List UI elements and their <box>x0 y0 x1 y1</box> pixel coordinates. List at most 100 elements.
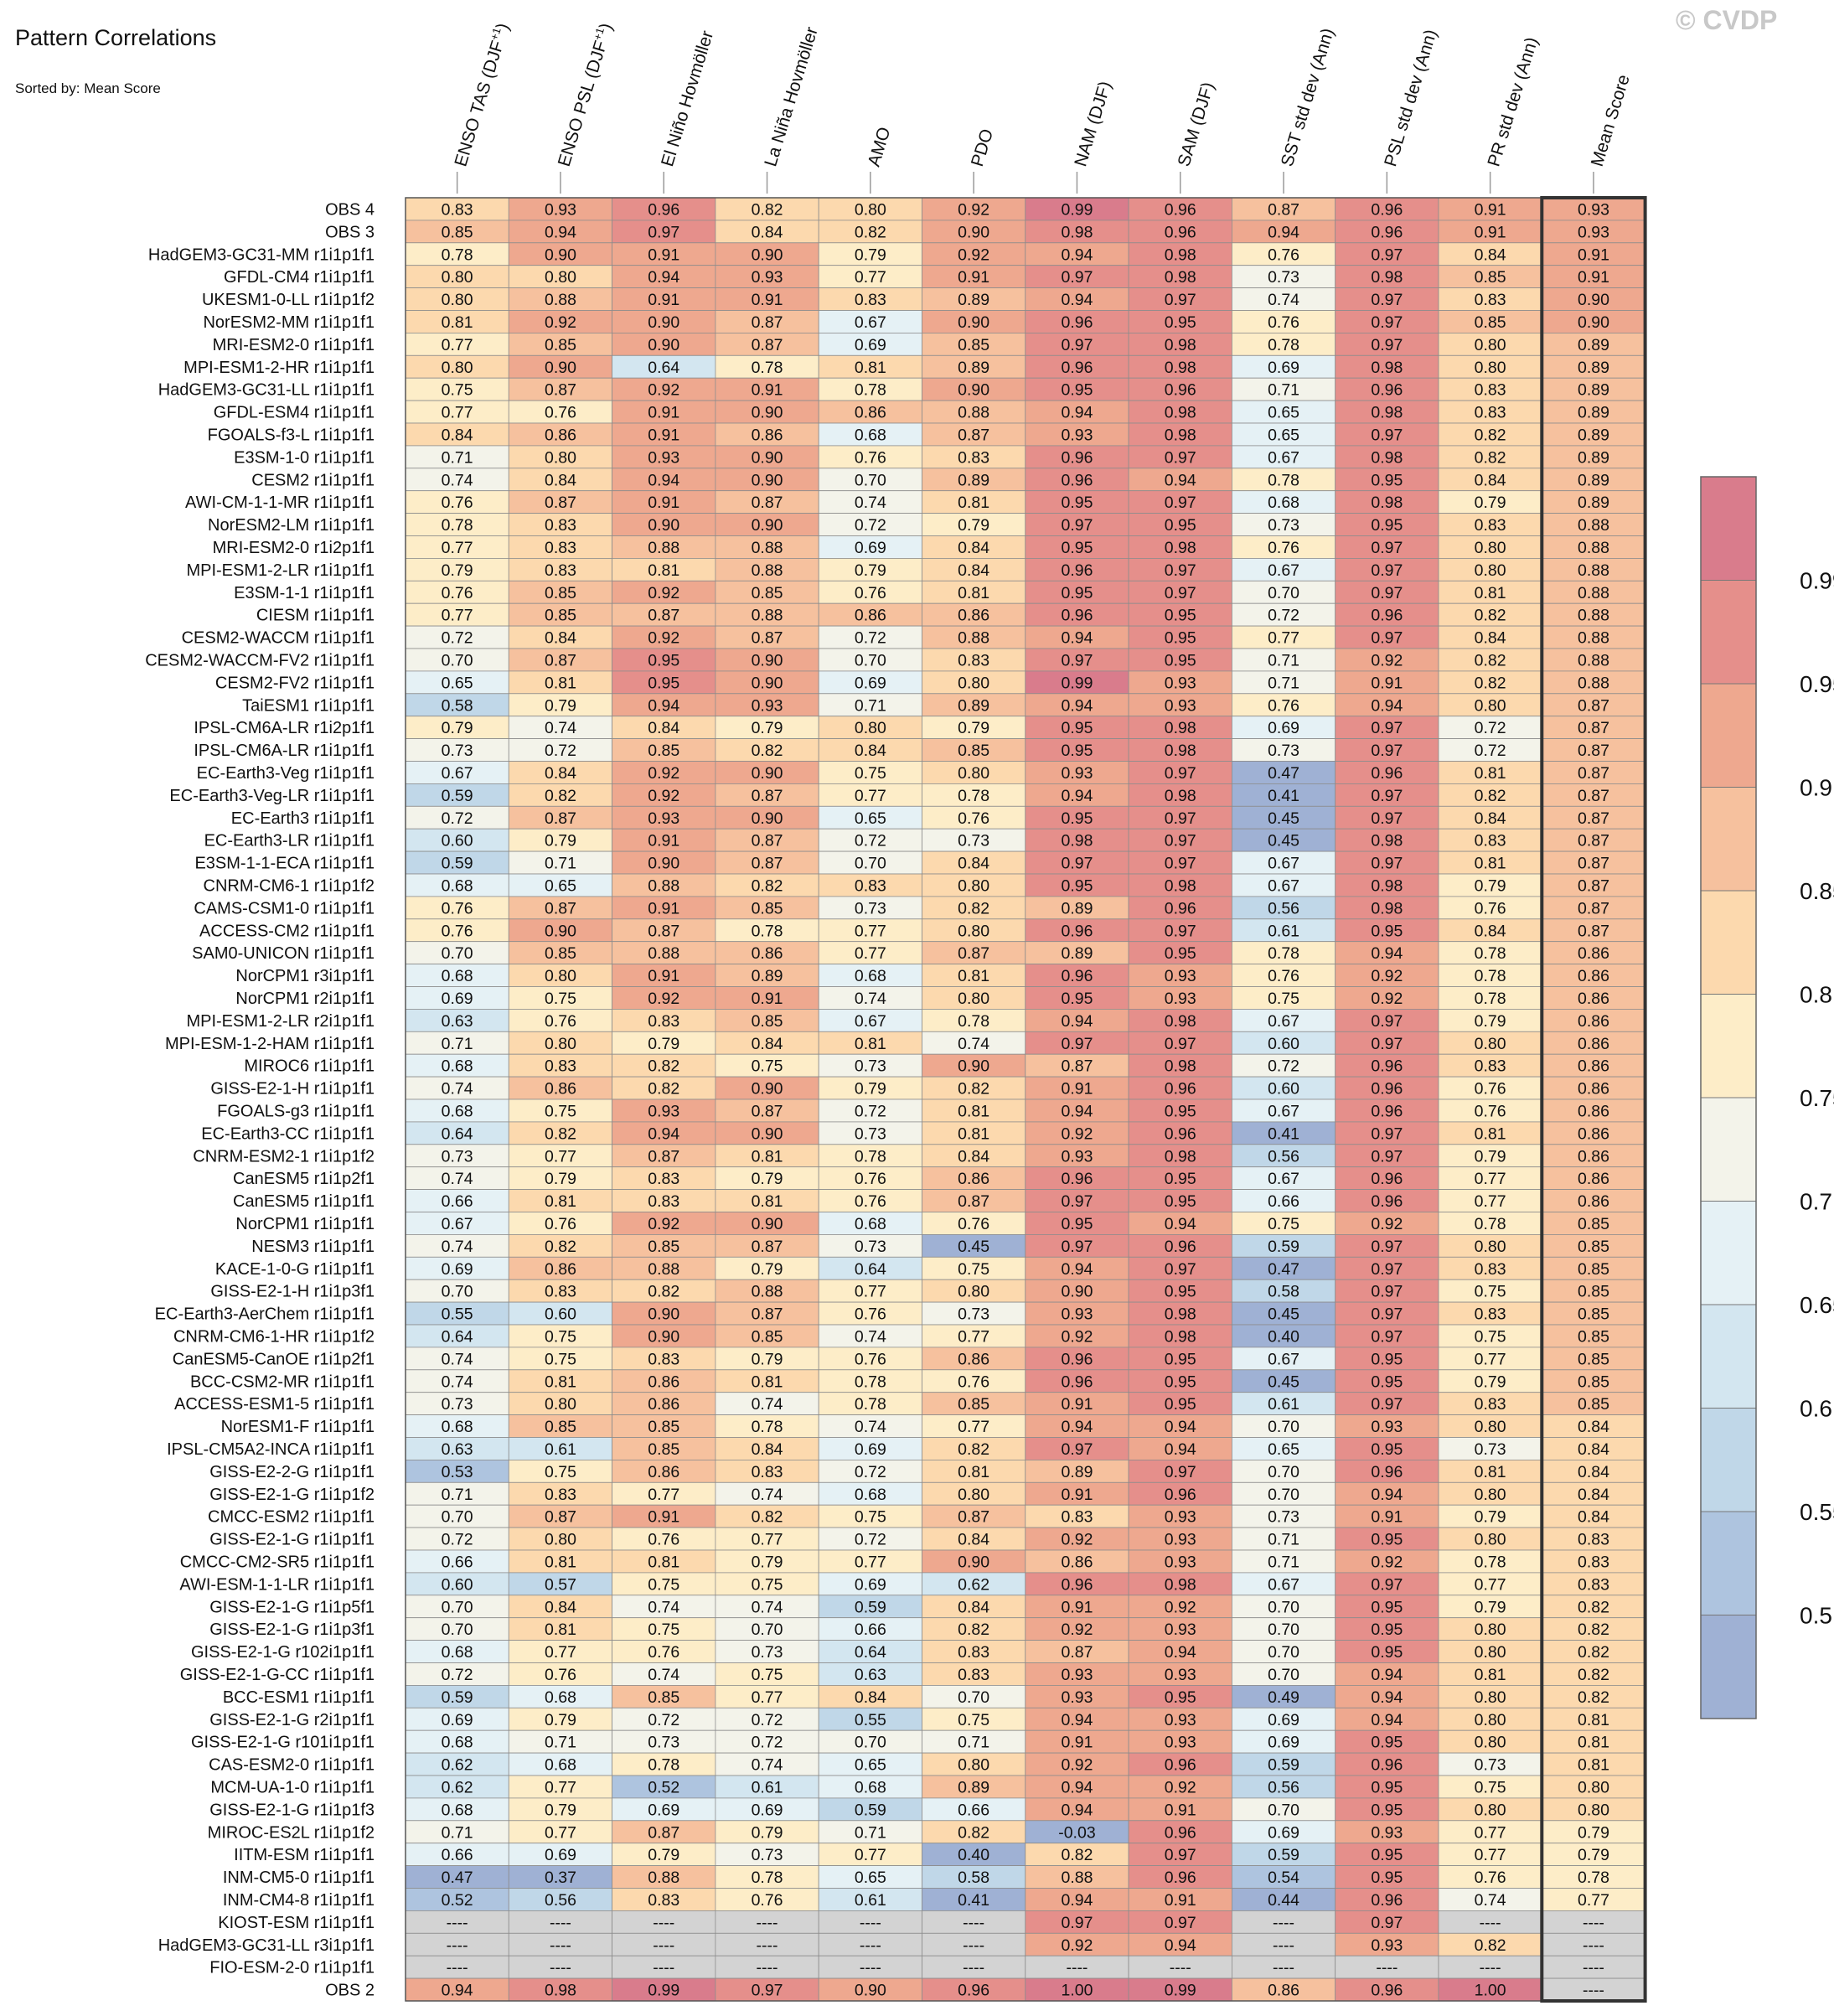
cell-value: 0.77 <box>442 336 473 354</box>
heatmap-cell <box>1438 490 1542 514</box>
cell-value: 0.64 <box>442 1327 473 1346</box>
cell-value: 0.79 <box>958 516 989 535</box>
heatmap-cell <box>1232 310 1336 333</box>
cell-value: 0.96 <box>1061 967 1093 985</box>
heatmap-cell <box>508 513 612 536</box>
cell-value: 0.73 <box>855 1124 886 1143</box>
cell-value: 0.94 <box>1061 1891 1093 1910</box>
heatmap-cell <box>1128 1212 1232 1235</box>
cell-value: 0.67 <box>1268 1012 1299 1031</box>
cell-value: 0.70 <box>958 1688 989 1707</box>
row-label: CIESM r1i1p1f1 <box>256 607 375 625</box>
heatmap-cell <box>715 1234 819 1258</box>
cell-value: 0.93 <box>1061 1147 1093 1166</box>
cell-value: 0.86 <box>1578 1170 1609 1188</box>
cell-value: 0.86 <box>958 1350 989 1368</box>
cell-value: 0.80 <box>1475 1801 1506 1819</box>
cell-value: 0.92 <box>1371 990 1403 1008</box>
cell-value: 0.94 <box>1061 629 1093 648</box>
row-label: FGOALS-g3 r1i1p1f1 <box>217 1102 375 1120</box>
cell-value: 0.79 <box>752 1553 783 1571</box>
cell-value: 0.91 <box>648 404 679 422</box>
cell-value: 0.64 <box>855 1260 886 1279</box>
cell-value: 0.83 <box>958 651 989 669</box>
heatmap-cell <box>715 1144 819 1168</box>
row-label: CMCC-CM2-SR5 r1i1p1f1 <box>180 1553 375 1571</box>
cell-value: 0.68 <box>442 1102 473 1120</box>
cell-value: 0.80 <box>958 1283 989 1301</box>
cell-value: 0.72 <box>1475 719 1506 737</box>
cell-value: 0.98 <box>1165 1147 1196 1166</box>
cell-value: 0.56 <box>1268 1778 1299 1796</box>
heatmap-cell <box>612 377 716 401</box>
heatmap-cell <box>1335 918 1439 943</box>
row-label: GISS-E2-1-G r102i1p1f1 <box>191 1643 375 1662</box>
cell-value: 0.68 <box>855 967 886 985</box>
cell-value: 0.97 <box>1371 584 1403 602</box>
cell-value: 0.83 <box>648 1170 679 1188</box>
row-label: CanESM5-CanOE r1i1p2f1 <box>173 1350 375 1368</box>
cell-value: 0.92 <box>958 200 989 219</box>
cell-value: 0.83 <box>545 516 576 535</box>
row-label: FIO-ESM-2-0 r1i1p1f1 <box>209 1959 375 1977</box>
cell-value: 0.81 <box>1475 584 1506 602</box>
cell-value: 0.97 <box>1165 1846 1196 1864</box>
cell-value: ---- <box>1273 1959 1294 1977</box>
cell-value: 0.89 <box>1061 944 1093 963</box>
cell-value: 0.71 <box>1268 1531 1299 1549</box>
row-label: NorCPM1 r1i1p1f1 <box>235 1215 375 1233</box>
heatmap-cell <box>1128 828 1232 852</box>
cell-value: 0.93 <box>1578 223 1609 241</box>
cell-value: 0.80 <box>1578 1778 1609 1796</box>
cell-value: 0.82 <box>752 1508 783 1527</box>
cell-value: 0.69 <box>442 1711 473 1729</box>
cell-value: 0.78 <box>442 246 473 264</box>
cell-value: 0.53 <box>442 1463 473 1481</box>
heatmap-cell <box>405 332 509 356</box>
cell-value: 0.77 <box>442 404 473 422</box>
heatmap-cell <box>922 1166 1026 1190</box>
cell-value: 0.95 <box>1061 494 1093 512</box>
heatmap-cell <box>818 986 922 1010</box>
heatmap-cell <box>1335 850 1439 875</box>
cell-value: 0.61 <box>545 1440 576 1459</box>
cell-value: 0.66 <box>442 1192 473 1211</box>
cell-value: 0.60 <box>442 1575 473 1594</box>
cell-value: 0.82 <box>752 876 783 895</box>
row-label: CNRM-CM6-1 r1i1p1f2 <box>204 876 375 895</box>
cell-value: 0.84 <box>648 719 679 737</box>
cell-value: 0.96 <box>1371 1982 1403 2000</box>
cell-value: 0.90 <box>752 516 783 535</box>
cell-value: 0.92 <box>648 629 679 648</box>
heatmap-cell <box>612 558 716 582</box>
row-label: E3SM-1-1-ECA r1i1p1f1 <box>194 855 375 873</box>
cell-value: 0.74 <box>442 1372 473 1391</box>
cell-value: 0.87 <box>958 944 989 963</box>
cell-value: 0.94 <box>1061 1801 1093 1819</box>
cell-value: 0.91 <box>1578 268 1609 287</box>
cell-value: 0.94 <box>648 1124 679 1143</box>
heatmap-cell <box>508 602 612 627</box>
cell-value: 0.76 <box>958 1372 989 1391</box>
cell-value: 0.78 <box>855 1395 886 1414</box>
heatmap-cell <box>1232 265 1336 289</box>
cell-value: 0.79 <box>1475 1147 1506 1166</box>
cell-value: 0.80 <box>1475 336 1506 354</box>
row-label: E3SM-1-0 r1i1p1f1 <box>234 448 375 467</box>
cell-value: 0.96 <box>1165 1869 1196 1887</box>
heatmap-cell <box>715 648 819 672</box>
cell-value: 0.62 <box>442 1756 473 1775</box>
cell-value: 0.69 <box>1268 1734 1299 1752</box>
cell-value: 0.87 <box>752 629 783 648</box>
cell-value: 0.81 <box>958 1463 989 1481</box>
row-label: BCC-CSM2-MR r1i1p1f1 <box>190 1372 375 1391</box>
row-label: NorESM2-LM r1i1p1f1 <box>208 516 375 535</box>
cell-value: 0.60 <box>1268 1080 1299 1098</box>
cell-value: 0.91 <box>648 291 679 309</box>
cell-value: 0.65 <box>1268 426 1299 444</box>
heatmap-cell <box>508 648 612 672</box>
cell-value: ---- <box>447 1936 468 1955</box>
heatmap-cell <box>508 332 612 356</box>
cell-value: 0.81 <box>958 967 989 985</box>
heatmap-cell <box>508 625 612 649</box>
